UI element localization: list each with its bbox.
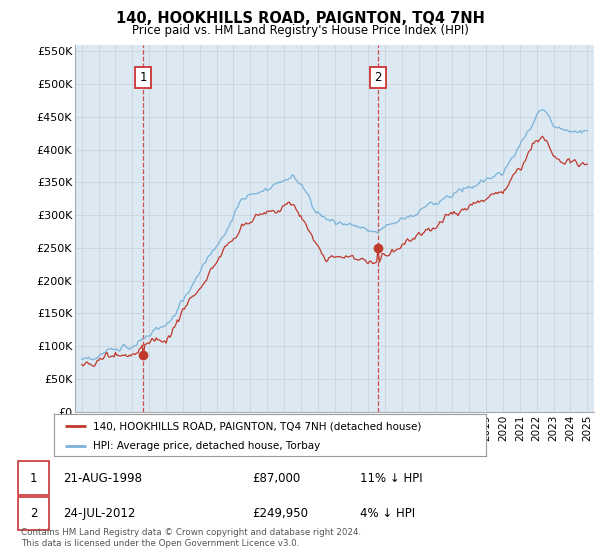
Text: HPI: Average price, detached house, Torbay: HPI: Average price, detached house, Torb… <box>93 441 320 451</box>
Text: Contains HM Land Registry data © Crown copyright and database right 2024.
This d: Contains HM Land Registry data © Crown c… <box>21 528 361 548</box>
Text: 140, HOOKHILLS ROAD, PAIGNTON, TQ4 7NH (detached house): 140, HOOKHILLS ROAD, PAIGNTON, TQ4 7NH (… <box>93 421 421 431</box>
Text: 2: 2 <box>30 507 37 520</box>
Text: 1: 1 <box>139 71 147 84</box>
Text: £87,000: £87,000 <box>252 472 300 485</box>
Text: 4% ↓ HPI: 4% ↓ HPI <box>360 507 415 520</box>
Text: 24-JUL-2012: 24-JUL-2012 <box>63 507 136 520</box>
Text: 1: 1 <box>30 472 37 485</box>
Text: 21-AUG-1998: 21-AUG-1998 <box>63 472 142 485</box>
Text: 11% ↓ HPI: 11% ↓ HPI <box>360 472 422 485</box>
Text: Price paid vs. HM Land Registry's House Price Index (HPI): Price paid vs. HM Land Registry's House … <box>131 24 469 36</box>
Text: £249,950: £249,950 <box>252 507 308 520</box>
Text: 2: 2 <box>374 71 382 84</box>
Text: 140, HOOKHILLS ROAD, PAIGNTON, TQ4 7NH: 140, HOOKHILLS ROAD, PAIGNTON, TQ4 7NH <box>116 11 484 26</box>
